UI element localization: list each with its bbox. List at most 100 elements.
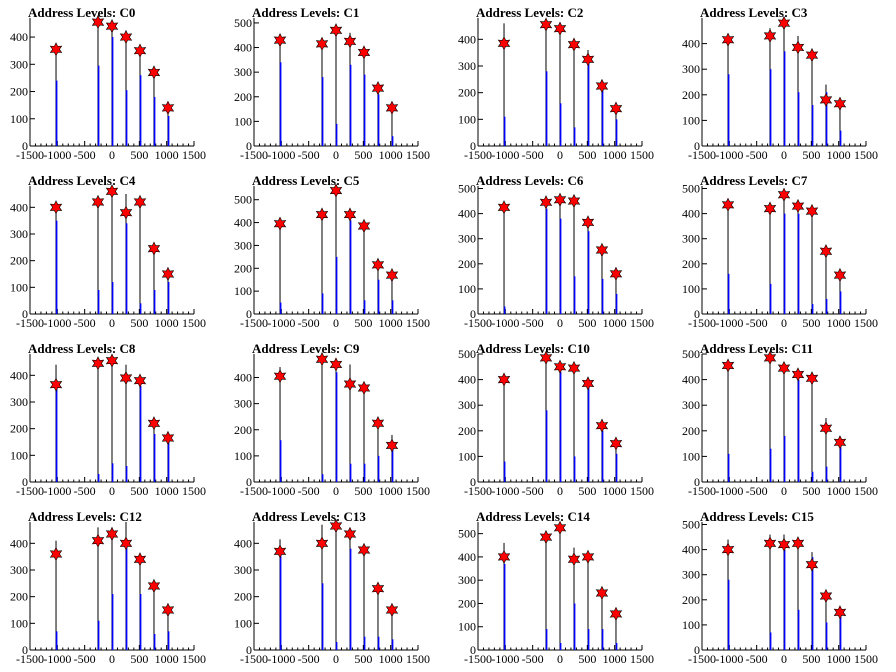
y-tick-label: 400: [458, 32, 476, 46]
x-tick-label: 1000: [603, 316, 627, 330]
x-tick-label: 0: [557, 484, 563, 498]
y-tick-label: 300: [458, 398, 476, 412]
chart-panel: Address Levels: C1 0 100 200 300 400 500 -1500-…: [224, 0, 448, 168]
x-tick-label: 500: [578, 316, 596, 330]
x-tick-label: 500: [354, 652, 372, 666]
star-marker: [567, 552, 581, 567]
x-tick-label: 1000: [603, 148, 627, 162]
chart-svg: Address Levels: C10100200300400500-1500-…: [234, 5, 430, 162]
x-tick-label: 500: [578, 652, 596, 666]
chart-panel: Address Levels: C8 0 100 200 300 400 -1500 -100…: [0, 336, 224, 504]
y-tick-label: 400: [10, 30, 28, 44]
star-marker: [119, 29, 133, 45]
chart-svg: Address Levels: C70100200300400500-1500-…: [682, 173, 878, 330]
star-marker: [721, 32, 735, 47]
star-marker: [371, 80, 385, 96]
x-tick-label: -1500: [16, 148, 44, 162]
star-marker: [595, 242, 609, 258]
x-tick-label: 1000: [827, 316, 851, 330]
x-tick-label: -500: [746, 652, 768, 666]
star-marker: [49, 377, 63, 392]
chart-svg: Address Levels: C11 0 100 200 300 400 500 -1500…: [682, 341, 878, 498]
star-marker: [105, 353, 119, 368]
chart-svg: Address Levels: C50100200300400500-1500-…: [234, 173, 430, 330]
x-tick-label: 1000: [827, 148, 851, 162]
y-tick-label: 400: [10, 200, 28, 214]
x-tick-label: -1000: [491, 316, 519, 330]
x-tick-label: -500: [74, 484, 96, 498]
star-marker: [553, 21, 567, 36]
y-tick-label: 300: [458, 59, 476, 73]
y-tick-label: 400: [682, 37, 700, 51]
star-marker: [329, 357, 343, 372]
star-marker: [371, 581, 385, 596]
chart-svg: Address Levels: C12 0 100 200 300 400 -1500 -10…: [10, 509, 206, 666]
chart-panel: Address Levels: C15 0 100 200 300 400 500 -1500…: [672, 504, 896, 672]
y-tick-label: 300: [234, 238, 252, 252]
y-tick-label: 200: [682, 257, 700, 271]
x-tick-label: 1000: [379, 484, 403, 498]
y-tick-label: 200: [458, 424, 476, 438]
star-marker: [385, 100, 399, 116]
y-tick-label: 100: [682, 113, 700, 127]
x-tick-label: 1000: [827, 652, 851, 666]
x-tick-label: 1500: [182, 316, 206, 330]
x-tick-label: -1000: [715, 652, 743, 666]
y-tick-label: 300: [10, 563, 28, 577]
x-tick-label: -500: [74, 148, 96, 162]
x-tick-label: -1500: [464, 652, 492, 666]
chart-title: Address Levels: C8: [28, 341, 136, 356]
chart-title: Address Levels: C6: [476, 173, 584, 188]
star-marker: [133, 552, 147, 567]
y-tick-label: 100: [234, 616, 252, 630]
chart-svg: Address Levels: C13 0 100 200 300 400 -1500 -10…: [234, 509, 430, 666]
x-tick-label: -1000: [267, 316, 295, 330]
x-tick-label: -1000: [491, 484, 519, 498]
x-tick-label: 0: [333, 652, 339, 666]
x-tick-label: 0: [109, 316, 115, 330]
chart-panel: Address Levels: C13 0 100 200 300 400 -1500 -10…: [224, 504, 448, 672]
y-tick-label: 300: [10, 227, 28, 241]
chart-title: Address Levels: C7: [700, 173, 808, 188]
star-marker: [791, 536, 805, 551]
x-tick-label: 0: [109, 148, 115, 162]
y-tick-label: 200: [234, 590, 252, 604]
star-marker: [91, 14, 105, 30]
star-marker: [49, 546, 63, 562]
x-tick-label: 1500: [854, 316, 878, 330]
x-tick-label: -1000: [267, 148, 295, 162]
x-tick-label: -1500: [688, 652, 716, 666]
x-tick-label: -1000: [715, 316, 743, 330]
star-marker: [329, 518, 343, 534]
x-tick-label: 500: [802, 316, 820, 330]
star-marker: [329, 23, 343, 38]
chart-title: Address Levels: C3: [700, 5, 808, 20]
star-marker: [539, 17, 553, 32]
y-tick-label: 500: [458, 527, 476, 541]
star-marker: [91, 533, 105, 548]
star-marker: [315, 536, 329, 551]
y-tick-label: 400: [682, 373, 700, 387]
y-tick-label: 0: [22, 643, 28, 657]
y-tick-label: 200: [458, 257, 476, 271]
star-marker: [819, 588, 833, 604]
chart-title: Address Levels: C0: [28, 5, 135, 20]
y-tick-label: 400: [682, 543, 700, 557]
star-marker: [791, 198, 805, 214]
chart-svg: Address Levels: C2 0 100 200 300 400 -1500 -100…: [458, 5, 654, 162]
star-marker: [119, 370, 133, 386]
x-tick-label: 1000: [603, 652, 627, 666]
chart-panel: Address Levels: C4 0 100 200 300 400 -1500 -100…: [0, 168, 224, 336]
x-tick-label: -1500: [240, 652, 268, 666]
star-marker: [553, 520, 567, 536]
y-tick-label: 0: [246, 643, 252, 657]
y-tick-label: 400: [10, 368, 28, 382]
x-tick-label: 1000: [603, 484, 627, 498]
star-marker: [147, 65, 161, 80]
x-tick-label: 1500: [630, 652, 654, 666]
y-tick-label: 100: [682, 618, 700, 632]
star-marker: [595, 78, 609, 94]
x-tick-label: 500: [578, 484, 596, 498]
star-marker: [133, 373, 147, 388]
star-marker: [385, 267, 399, 283]
